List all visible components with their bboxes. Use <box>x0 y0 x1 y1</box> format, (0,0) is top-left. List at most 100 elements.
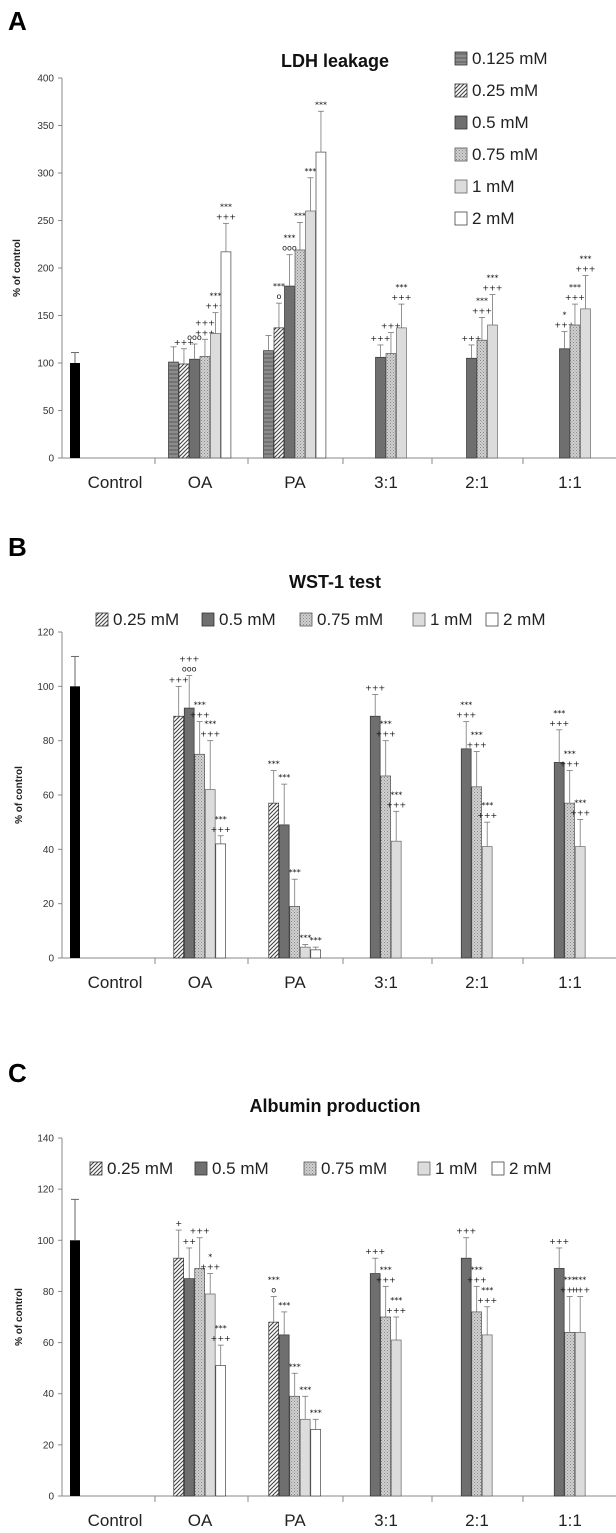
bar-oa-0p25mm <box>179 364 189 458</box>
bar-pa-1mm <box>300 1419 310 1496</box>
legend-label-2mm: 2 mM <box>472 209 515 228</box>
bar-oa-0p75mm <box>195 1268 205 1496</box>
legend-swatch-1mm <box>418 1162 430 1175</box>
significance-label: *** <box>481 801 493 810</box>
bar-2-1-1mm <box>488 325 498 458</box>
bar-pa-0p25mm <box>269 803 279 958</box>
significance-label: +++ <box>211 1334 231 1343</box>
significance-label: +++ <box>200 1263 220 1272</box>
y-tick-label: 350 <box>37 121 54 132</box>
x-category-label-3-1: 3:1 <box>374 473 398 492</box>
bar-1-1-0p5mm <box>560 349 570 458</box>
y-tick-label: 120 <box>37 1185 54 1196</box>
significance-label: +++ <box>560 760 580 769</box>
bar-2-1-0p75mm <box>472 1312 482 1496</box>
significance-label: +++ <box>477 811 497 820</box>
y-tick-label: 400 <box>37 74 54 85</box>
bar-3-1-0p5mm <box>370 1274 380 1496</box>
legend-label-1mm: 1 mM <box>430 610 473 629</box>
bar-control <box>70 1240 80 1496</box>
significance-label: +++ <box>195 318 215 327</box>
bar-oa-2mm <box>216 844 226 958</box>
legend-label-2mm: 2 mM <box>509 1159 552 1178</box>
bar-3-1-0p5mm <box>376 357 386 458</box>
legend-label-0p5mm: 0.5 mM <box>212 1159 269 1178</box>
bar-pa-0p75mm <box>290 1396 300 1496</box>
y-tick-label: 100 <box>37 682 54 693</box>
significance-label: +++ <box>365 683 385 692</box>
bar-1-1-0p5mm <box>554 1268 564 1496</box>
x-category-label-2-1: 2:1 <box>465 473 489 492</box>
significance-label: ++ <box>182 1237 195 1246</box>
bar-1-1-1mm <box>575 1332 585 1496</box>
significance-label: +++ <box>216 212 236 221</box>
legend-swatch-0p5mm <box>455 116 467 129</box>
x-category-label-2-1: 2:1 <box>465 1511 489 1530</box>
significance-label: *** <box>268 1276 280 1285</box>
bar-pa-0p125mm <box>264 351 274 458</box>
y-tick-label: 20 <box>43 899 55 910</box>
y-tick-label: 40 <box>43 845 55 856</box>
significance-label: *** <box>289 1362 301 1371</box>
legend-label-0p75mm: 0.75 mM <box>321 1159 387 1178</box>
significance-label: *** <box>215 815 227 824</box>
significance-label: +++ <box>456 1227 476 1236</box>
panel-c: CAlbumin production020406080100120140% o… <box>8 1058 616 1530</box>
significance-label: *** <box>579 255 591 264</box>
bar-pa-2mm <box>311 950 321 958</box>
y-tick-label: 0 <box>48 454 54 465</box>
y-tick-label: 50 <box>43 406 55 417</box>
significance-label: *** <box>471 1265 483 1274</box>
significance-label: *** <box>204 720 216 729</box>
significance-label: +++ <box>370 334 390 343</box>
chart-title: LDH leakage <box>281 51 389 71</box>
significance-label: *** <box>395 283 407 292</box>
legend-label-0p5mm: 0.5 mM <box>219 610 276 629</box>
legend-swatch-0p75mm <box>300 613 312 626</box>
bar-3-1-1mm <box>391 841 401 958</box>
x-category-label-oa: OA <box>188 473 213 492</box>
legend: 0.125 mM 0.25 mM 0.5 mM 0.75 mM 1 mM 2 mM <box>455 49 548 228</box>
legend-label-0p25mm: 0.25 mM <box>472 81 538 100</box>
y-tick-label: 40 <box>43 1389 55 1400</box>
bar-2-1-0p5mm <box>461 749 471 958</box>
significance-label: *** <box>390 1296 402 1305</box>
x-category-label-1-1: 1:1 <box>558 473 582 492</box>
significance-label: o <box>276 292 281 301</box>
legend-label-0p75mm: 0.75 mM <box>472 145 538 164</box>
legend: 0.25 mM 0.5 mM 0.75 mM 1 mM 2 mM <box>90 1159 552 1178</box>
significance-label: *** <box>574 1276 586 1285</box>
significance-label: *** <box>209 292 221 301</box>
significance-label: +++ <box>365 1247 385 1256</box>
bar-pa-0p5mm <box>285 286 295 458</box>
bar-oa-0p75mm <box>200 356 210 458</box>
bar-oa-0p5mm <box>190 359 200 458</box>
significance-label: +++ <box>386 1306 406 1315</box>
bar-control <box>70 686 80 958</box>
significance-label: +++ <box>386 800 406 809</box>
significance-label: +++ <box>190 711 210 720</box>
legend-label-2mm: 2 mM <box>503 610 546 629</box>
x-category-label-3-1: 3:1 <box>374 1511 398 1530</box>
legend-swatch-0p25mm <box>96 613 108 626</box>
legend-swatch-1mm <box>413 613 425 626</box>
significance-label: *** <box>380 720 392 729</box>
legend-swatch-0p5mm <box>202 613 214 626</box>
panel-letter: A <box>8 6 27 36</box>
significance-label: *** <box>310 936 322 945</box>
significance-label: *** <box>299 1385 311 1394</box>
significance-label: ooo <box>182 664 197 673</box>
bar-3-1-1mm <box>397 328 407 458</box>
bar-pa-0p25mm <box>274 328 284 458</box>
legend-swatch-0p5mm <box>195 1162 207 1175</box>
legend: 0.25 mM 0.5 mM 0.75 mM 1 mM 2 mM <box>96 610 546 629</box>
legend-label-0p125mm: 0.125 mM <box>472 49 548 68</box>
significance-label: *** <box>553 709 565 718</box>
significance-label: *** <box>278 773 290 782</box>
y-tick-label: 20 <box>43 1440 55 1451</box>
x-category-label-pa: PA <box>284 973 306 992</box>
y-tick-label: 120 <box>37 628 54 639</box>
x-category-label-pa: PA <box>284 1511 306 1530</box>
x-category-label-oa: OA <box>188 973 213 992</box>
